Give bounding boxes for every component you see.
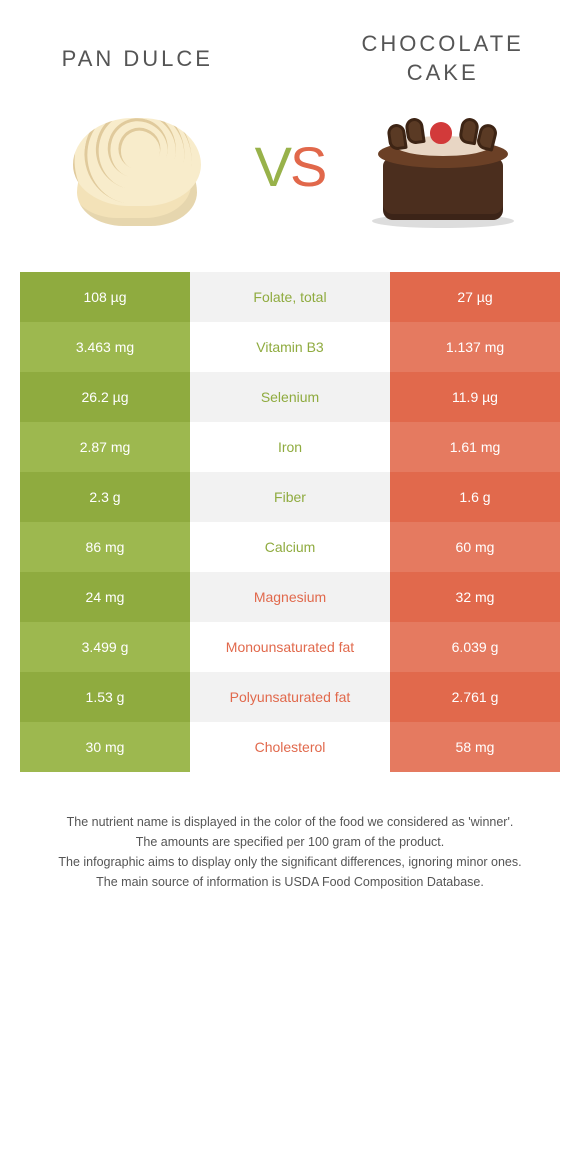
- table-row: 86 mgCalcium60 mg: [20, 522, 560, 572]
- value-right: 60 mg: [390, 522, 560, 572]
- value-right: 2.761 g: [390, 672, 560, 722]
- value-left: 3.463 mg: [20, 322, 190, 372]
- footer-notes: The nutrient name is displayed in the co…: [20, 812, 560, 892]
- value-right: 1.137 mg: [390, 322, 560, 372]
- nutrient-name: Iron: [190, 422, 390, 472]
- food-left-title: PAN DULCE: [62, 30, 213, 88]
- header: PAN DULCE VS CHOCOLATE CAKE: [0, 0, 580, 252]
- nutrient-name: Cholesterol: [190, 722, 390, 772]
- value-right: 1.6 g: [390, 472, 560, 522]
- nutrient-name: Fiber: [190, 472, 390, 522]
- value-left: 108 µg: [20, 272, 190, 322]
- food-left-image: [57, 102, 217, 242]
- value-left: 2.87 mg: [20, 422, 190, 472]
- footer-line: The main source of information is USDA F…: [20, 872, 560, 892]
- food-right-image: [363, 102, 523, 242]
- value-left: 1.53 g: [20, 672, 190, 722]
- footer-line: The infographic aims to display only the…: [20, 852, 560, 872]
- footer-line: The amounts are specified per 100 gram o…: [20, 832, 560, 852]
- vs-s: S: [290, 135, 325, 198]
- table-row: 3.463 mgVitamin B31.137 mg: [20, 322, 560, 372]
- value-left: 3.499 g: [20, 622, 190, 672]
- value-left: 86 mg: [20, 522, 190, 572]
- food-left: PAN DULCE: [20, 30, 255, 242]
- table-row: 3.499 gMonounsaturated fat6.039 g: [20, 622, 560, 672]
- nutrient-name: Polyunsaturated fat: [190, 672, 390, 722]
- vs-label: VS: [255, 134, 326, 199]
- nutrient-name: Calcium: [190, 522, 390, 572]
- value-right: 11.9 µg: [390, 372, 560, 422]
- table-row: 2.3 gFiber1.6 g: [20, 472, 560, 522]
- nutrient-name: Folate, total: [190, 272, 390, 322]
- nutrient-name: Selenium: [190, 372, 390, 422]
- value-right: 6.039 g: [390, 622, 560, 672]
- value-right: 58 mg: [390, 722, 560, 772]
- value-right: 27 µg: [390, 272, 560, 322]
- value-left: 2.3 g: [20, 472, 190, 522]
- table-row: 30 mgCholesterol58 mg: [20, 722, 560, 772]
- value-left: 30 mg: [20, 722, 190, 772]
- table-row: 1.53 gPolyunsaturated fat2.761 g: [20, 672, 560, 722]
- table-row: 26.2 µgSelenium11.9 µg: [20, 372, 560, 422]
- vs-v: V: [255, 135, 290, 198]
- table-row: 24 mgMagnesium32 mg: [20, 572, 560, 622]
- value-right: 1.61 mg: [390, 422, 560, 472]
- food-right-title: CHOCOLATE CAKE: [325, 30, 560, 88]
- value-left: 24 mg: [20, 572, 190, 622]
- table-row: 108 µgFolate, total27 µg: [20, 272, 560, 322]
- comparison-table: 108 µgFolate, total27 µg3.463 mgVitamin …: [20, 272, 560, 772]
- value-left: 26.2 µg: [20, 372, 190, 422]
- food-right: CHOCOLATE CAKE: [325, 30, 560, 242]
- nutrient-name: Monounsaturated fat: [190, 622, 390, 672]
- table-row: 2.87 mgIron1.61 mg: [20, 422, 560, 472]
- footer-line: The nutrient name is displayed in the co…: [20, 812, 560, 832]
- value-right: 32 mg: [390, 572, 560, 622]
- nutrient-name: Magnesium: [190, 572, 390, 622]
- nutrient-name: Vitamin B3: [190, 322, 390, 372]
